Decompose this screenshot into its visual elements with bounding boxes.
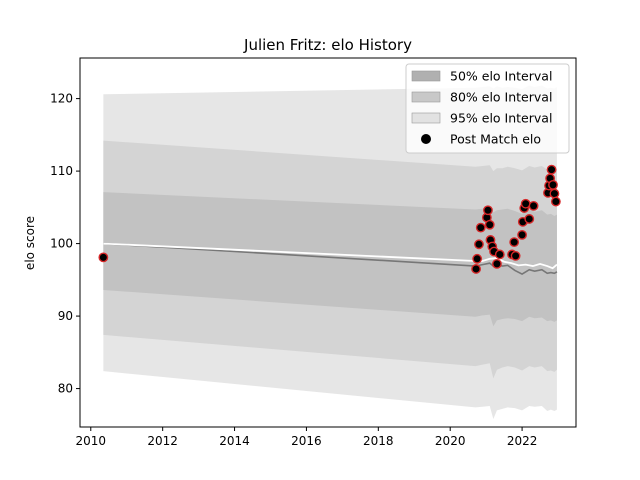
post-match-elo-point [486,221,494,229]
x-tick-label: 2012 [147,434,178,448]
x-tick-label: 2020 [435,434,466,448]
y-tick-label: 100 [50,237,73,251]
post-match-elo-point [518,231,526,239]
y-tick-label: 110 [50,164,73,178]
x-tick-label: 2014 [219,434,250,448]
post-match-elo-point [510,238,518,246]
x-tick-label: 2016 [291,434,322,448]
legend-label: 95% elo Interval [450,111,552,126]
post-match-elo-point [473,255,481,263]
legend-marker [421,134,431,144]
legend-label: Post Match elo [450,132,541,147]
y-tick-label: 120 [50,92,73,106]
post-match-elo-point [99,253,107,261]
post-match-elo-point [477,223,485,231]
post-match-elo-point [529,202,537,210]
x-tick-label: 2022 [507,434,538,448]
post-match-elo-point [511,252,519,260]
post-match-elo-point [549,181,557,189]
chart-title: Julien Fritz: elo History [243,36,412,54]
post-match-elo-point [484,206,492,214]
post-match-elo-point [521,200,529,208]
post-match-elo-point [547,165,555,173]
y-tick-label: 90 [58,309,73,323]
legend: 50% elo Interval 80% elo Interval 95% elo … [406,64,569,153]
y-axis-label: elo score [23,216,37,270]
post-match-elo-point [496,250,504,258]
post-match-elo-point [552,197,560,205]
legend-swatch [412,113,440,123]
legend-swatch [412,71,440,81]
x-tick-label: 2010 [76,434,107,448]
post-match-elo-point [472,265,480,273]
post-match-elo-point [493,260,501,268]
post-match-elo-point [550,189,558,197]
legend-label: 50% elo Interval [450,69,552,84]
x-tick-label: 2018 [363,434,394,448]
y-tick-label: 80 [58,382,73,396]
post-match-elo-point [525,215,533,223]
legend-swatch [412,92,440,102]
post-match-elo-point [475,240,483,248]
legend-label: 80% elo Interval [450,90,552,105]
